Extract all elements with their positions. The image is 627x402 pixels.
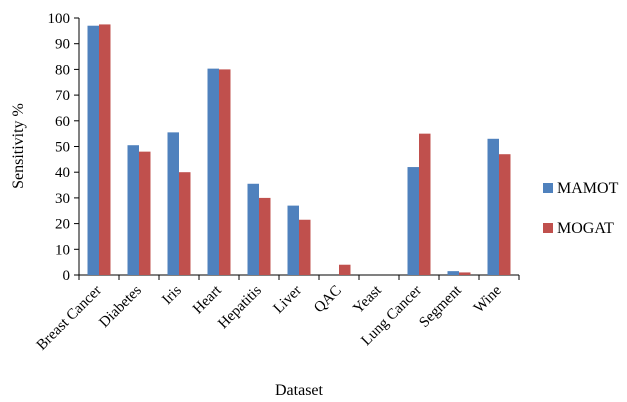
y-tick-label: 60 [55,114,70,130]
bar-mamot [447,271,459,275]
category-label: Yeast [350,282,385,317]
bar-mogat [339,264,351,275]
y-axis: 0 10 20 30 40 50 60 70 80 90 100 [48,11,80,284]
bar-mogat [459,272,471,275]
category-label: Breast Cancer [34,283,105,354]
category-label: Heart [190,282,225,317]
x-ticks [78,275,520,280]
category-label: Liver [271,283,305,317]
category-label: Diabetes [96,282,145,331]
y-tick-label: 10 [55,242,70,258]
bars [87,24,511,276]
y-tick-label: 50 [55,140,70,156]
y-tick-label: 90 [55,37,70,53]
bar-mogat [299,219,311,275]
y-ticks: 0 10 20 30 40 50 60 70 80 90 100 [48,11,79,284]
legend-swatch-mogat [543,223,553,233]
y-tick-label: 20 [55,217,70,233]
bar-mogat [139,151,151,275]
bar-mamot [87,25,99,276]
bar-mamot [167,132,179,275]
bar-mogat [499,154,511,275]
bar-mamot [407,167,419,275]
x-axis-title: Dataset [275,382,324,399]
bar-mogat [259,197,271,275]
bar-mogat [419,133,431,275]
bar-mamot [207,68,219,275]
y-tick-label: 80 [55,62,70,78]
legend: MAMOT MOGAT [543,180,619,237]
bar-mogat [179,172,191,275]
category-label: QAC [311,283,345,317]
bar-mogat [99,24,111,275]
x-axis [78,274,520,280]
bar-mamot [487,138,499,275]
legend-label: MAMOT [557,180,619,197]
bar-mamot [247,183,259,275]
y-axis-title: Sensitivity % [10,103,27,189]
bar-mamot [287,205,299,275]
y-tick-label: 100 [48,11,71,27]
y-tick-label: 30 [55,191,70,207]
legend-label: MOGAT [557,220,614,237]
bar-mogat [219,69,231,276]
legend-swatch-mamot [543,183,553,193]
y-tick-label: 70 [55,88,70,104]
y-tick-label: 40 [55,165,70,181]
category-label: Segment [416,282,465,331]
bar-mamot [127,145,139,275]
category-label: Iris [159,282,185,308]
y-tick-label: 0 [63,268,71,284]
category-label: Hepatitis [215,282,265,332]
category-label: Wine [471,282,505,316]
